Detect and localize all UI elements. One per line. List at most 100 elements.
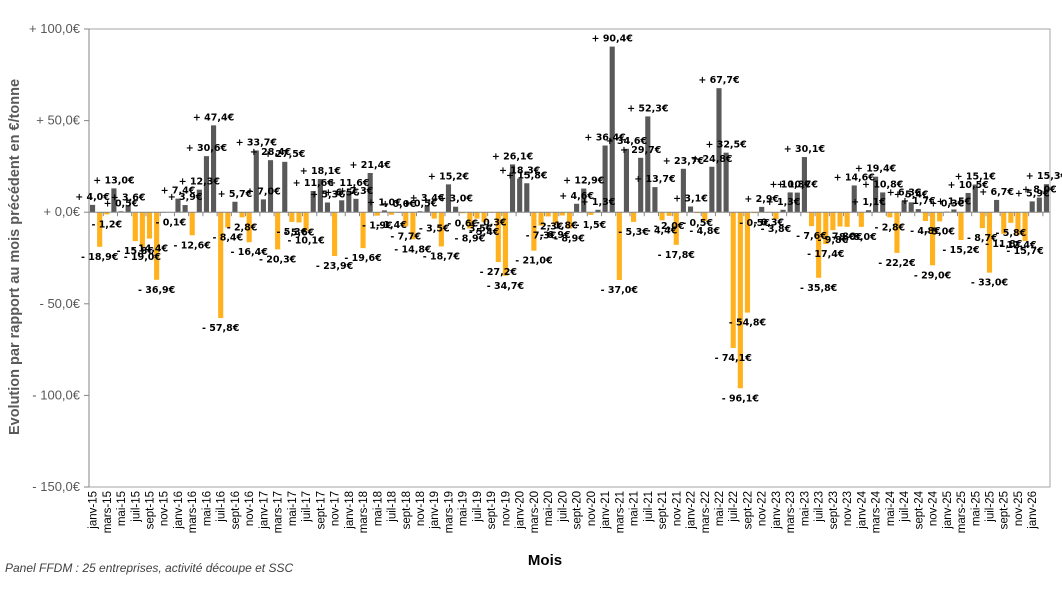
bar bbox=[104, 212, 110, 215]
bar bbox=[887, 212, 893, 218]
data-label: + 6,3€ bbox=[887, 188, 922, 199]
bar bbox=[723, 152, 729, 213]
data-label: + 28,4€ bbox=[250, 147, 291, 158]
x-tick-label: sept-24 bbox=[913, 490, 925, 529]
data-label: - 15,2€ bbox=[942, 245, 979, 256]
bar bbox=[965, 192, 971, 213]
x-tick-label: janv-23 bbox=[771, 491, 783, 530]
data-label: + 3,9€ bbox=[168, 192, 203, 203]
y-axis: + 100,0€ + 50,0€ + 0,0€ - 50,0€ - 100,0€ - 15… bbox=[29, 21, 1051, 494]
bar bbox=[211, 125, 217, 213]
data-label: - 74,1€ bbox=[715, 353, 752, 364]
bar bbox=[303, 212, 309, 231]
data-label: + 15,2€ bbox=[428, 171, 469, 182]
data-label: - 2,8€ bbox=[227, 222, 258, 233]
data-label: - 3,5€ bbox=[462, 224, 493, 235]
bar bbox=[709, 166, 715, 213]
x-tick-label: juil-17 bbox=[301, 491, 313, 523]
data-label: - 1,2€ bbox=[91, 219, 122, 230]
bar bbox=[1008, 212, 1014, 223]
data-label: - 0,3€ bbox=[753, 218, 784, 229]
x-tick-label: nov-24 bbox=[928, 490, 940, 526]
bar bbox=[175, 198, 181, 213]
data-label: - 7,8€ bbox=[825, 231, 856, 242]
bar bbox=[616, 212, 622, 280]
data-label: - 29,0€ bbox=[914, 270, 951, 281]
x-tick-label: juil-15 bbox=[130, 491, 142, 523]
data-label: - 19,0€ bbox=[124, 252, 161, 263]
bar bbox=[645, 116, 651, 213]
x-tick-label: janv-25 bbox=[942, 491, 954, 530]
bar bbox=[196, 189, 202, 213]
y-tick-label: + 50,0€ bbox=[36, 113, 81, 128]
data-label: + 15,1€ bbox=[955, 172, 996, 183]
data-label: - 14,4€ bbox=[131, 244, 168, 255]
bar bbox=[687, 206, 694, 213]
bar bbox=[232, 201, 238, 213]
data-label: + 0,5€ bbox=[104, 198, 139, 209]
data-label: - 16,4€ bbox=[231, 247, 268, 258]
source-note: Panel FFDM : 25 entreprises, activité dé… bbox=[5, 561, 294, 575]
bar bbox=[403, 212, 409, 227]
data-label: + 0,5€ bbox=[403, 198, 438, 209]
x-tick-label: mars-21 bbox=[614, 491, 626, 533]
bar bbox=[1015, 212, 1021, 235]
x-tick-label: juil-23 bbox=[814, 491, 826, 523]
bar bbox=[979, 212, 985, 229]
bar bbox=[317, 179, 323, 213]
bar bbox=[680, 168, 686, 213]
x-tick-label: mai-22 bbox=[714, 491, 726, 526]
data-label: - 14,8€ bbox=[394, 244, 431, 255]
data-label: + 10,8€ bbox=[770, 179, 811, 190]
bar bbox=[673, 212, 679, 245]
data-label: - 4,8€ bbox=[910, 226, 941, 237]
data-label: - 11,8€ bbox=[985, 239, 1022, 250]
x-tick-label: sept-18 bbox=[401, 491, 413, 529]
y-tick-label: + 100,0€ bbox=[29, 21, 81, 36]
bar bbox=[467, 212, 473, 229]
data-label: + 14,6€ bbox=[834, 172, 875, 183]
bar bbox=[125, 205, 131, 213]
data-label: + 1,5€ bbox=[937, 196, 972, 207]
data-label: + 24,8€ bbox=[691, 154, 732, 165]
data-label: + 90,4€ bbox=[592, 34, 633, 45]
bar bbox=[794, 192, 800, 213]
data-label: - 0,1€ bbox=[156, 217, 187, 228]
data-label: - 1,5€ bbox=[576, 220, 607, 231]
bar bbox=[424, 205, 430, 213]
data-label: + 36,4€ bbox=[584, 133, 625, 144]
data-label: + 13,0€ bbox=[93, 175, 134, 186]
x-tick-label: juil-19 bbox=[472, 491, 484, 523]
bar bbox=[267, 160, 274, 213]
data-label: - 17,8€ bbox=[658, 250, 695, 261]
x-tick-label: sept-17 bbox=[315, 491, 327, 529]
data-label: - 4,4€ bbox=[647, 225, 678, 236]
data-label: + 18,3€ bbox=[499, 166, 540, 177]
data-label: - 96,1€ bbox=[722, 393, 759, 404]
x-tick-label: juil-16 bbox=[216, 491, 228, 523]
x-tick-label: juil-20 bbox=[557, 491, 569, 523]
bars bbox=[89, 46, 1050, 389]
data-label: + 3,1€ bbox=[673, 194, 708, 205]
bar bbox=[737, 212, 743, 389]
bar bbox=[759, 206, 765, 213]
x-tick-label: mai-18 bbox=[372, 491, 384, 526]
y-tick-label: - 150,0€ bbox=[32, 479, 80, 494]
bar bbox=[915, 209, 921, 213]
x-tick-label: mai-16 bbox=[201, 491, 213, 526]
data-label: - 18,7€ bbox=[423, 251, 460, 262]
bar bbox=[1029, 201, 1035, 213]
data-label: - 4,8€ bbox=[689, 226, 720, 237]
data-label: - 17,4€ bbox=[807, 249, 844, 260]
x-tick-label: mai-23 bbox=[799, 491, 811, 526]
bar bbox=[851, 185, 857, 213]
bar bbox=[631, 212, 637, 222]
y-tick-label: - 100,0€ bbox=[32, 387, 80, 402]
data-label: + 10,7€ bbox=[777, 180, 818, 191]
data-label: - 37,0€ bbox=[601, 285, 638, 296]
x-tick-label: sept-25 bbox=[999, 491, 1011, 529]
data-label: - 5,8€ bbox=[995, 228, 1026, 239]
data-label: + 10,8€ bbox=[862, 179, 903, 190]
bar bbox=[808, 212, 815, 227]
data-label: - 2,8€ bbox=[874, 222, 905, 233]
